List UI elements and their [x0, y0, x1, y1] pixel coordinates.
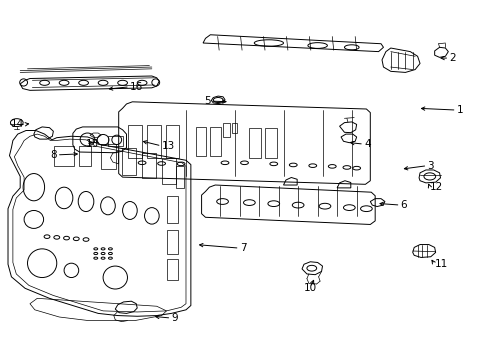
Text: 9: 9 [171, 313, 178, 323]
Text: 2: 2 [448, 53, 455, 63]
Bar [161, 158, 176, 184]
Text: 16: 16 [130, 82, 143, 92]
Bar [176, 166, 183, 188]
Bar [222, 123, 229, 137]
Bar [128, 126, 142, 158]
Bar [147, 126, 160, 158]
Bar [249, 128, 261, 158]
Bar [210, 127, 221, 156]
Bar [167, 259, 178, 280]
Text: 12: 12 [429, 182, 442, 192]
Bar [195, 127, 206, 156]
Text: 5: 5 [203, 96, 210, 106]
Text: 13: 13 [161, 141, 175, 151]
Text: 7: 7 [239, 243, 246, 253]
Text: 8: 8 [50, 150, 57, 160]
Text: 1: 1 [456, 105, 462, 115]
Bar [108, 135, 122, 145]
Text: 11: 11 [434, 259, 447, 269]
Bar [101, 144, 116, 169]
Bar [122, 148, 136, 175]
Text: 15: 15 [86, 139, 99, 149]
Bar [167, 230, 178, 253]
Bar [79, 146, 91, 166]
Text: 3: 3 [427, 161, 433, 171]
Text: 14: 14 [11, 120, 24, 129]
Bar [54, 146, 74, 166]
Text: 4: 4 [363, 139, 370, 149]
Bar [264, 128, 276, 158]
Bar [232, 123, 237, 134]
Bar [167, 196, 178, 223]
Bar [165, 126, 179, 158]
Text: 6: 6 [400, 200, 407, 210]
Bar [142, 153, 156, 178]
Text: 10: 10 [303, 283, 316, 293]
